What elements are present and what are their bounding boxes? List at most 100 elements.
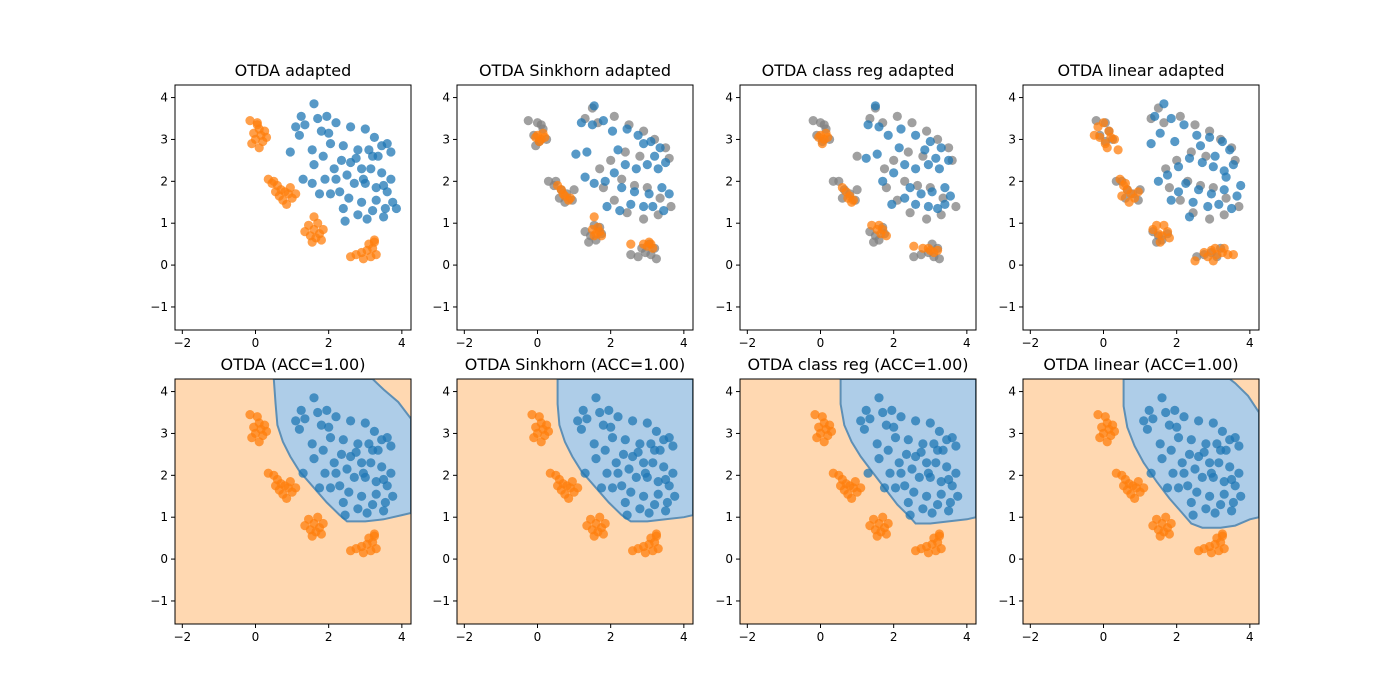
scatter-point-blue bbox=[346, 416, 356, 426]
scatter-point-orange bbox=[1119, 481, 1129, 491]
scatter-point-orange bbox=[586, 514, 596, 524]
scatter-point-orange bbox=[1139, 483, 1149, 493]
scatter-point-blue bbox=[1212, 439, 1222, 449]
scatter-point-blue bbox=[362, 508, 372, 518]
scatter-point-gray bbox=[666, 201, 676, 212]
scatter-point-blue bbox=[1148, 414, 1158, 424]
scatter-point-orange bbox=[1219, 243, 1229, 253]
scatter-point-blue bbox=[1173, 433, 1184, 443]
scatter-point-orange bbox=[318, 224, 328, 235]
scatter-point-gray bbox=[951, 201, 961, 212]
scatter-point-blue bbox=[379, 474, 389, 485]
scatter-point-blue bbox=[344, 193, 354, 203]
scatter-point-gray bbox=[633, 252, 643, 262]
y-tick-label: 4 bbox=[442, 91, 450, 105]
scatter-point-orange bbox=[847, 493, 857, 503]
scatter-point-blue bbox=[1236, 180, 1246, 191]
scatter-point-orange bbox=[1190, 256, 1200, 266]
scatter-point-orange bbox=[247, 139, 257, 149]
scatter-point-blue bbox=[1203, 201, 1213, 212]
y-tick-label: 0 bbox=[725, 258, 733, 272]
scatter-point-orange bbox=[358, 254, 368, 264]
scatter-point-blue bbox=[1146, 468, 1156, 478]
scatter-point-gray bbox=[1221, 193, 1231, 203]
scatter-point-orange bbox=[529, 433, 539, 443]
y-tick-label: 2 bbox=[1008, 174, 1016, 188]
scatter-point-gray bbox=[1234, 201, 1244, 212]
scatter-point-gray bbox=[922, 126, 932, 136]
scatter-point-orange bbox=[810, 410, 820, 420]
scatter-point-blue bbox=[322, 405, 332, 415]
scatter-point-orange bbox=[261, 426, 272, 436]
scatter-point-blue bbox=[896, 412, 906, 422]
scatter-point-gray bbox=[900, 176, 910, 186]
scatter-point-blue bbox=[889, 168, 899, 178]
y-tick-label: 3 bbox=[160, 132, 168, 146]
scatter-point-blue bbox=[1142, 424, 1152, 434]
scatter-point-blue bbox=[653, 164, 663, 174]
scatter-point-blue bbox=[1179, 120, 1189, 130]
x-tick-label: 2 bbox=[1173, 336, 1181, 350]
scatter-point-blue bbox=[353, 210, 363, 220]
scatter-point-blue bbox=[1170, 136, 1180, 147]
scatter-point-blue bbox=[1164, 420, 1174, 430]
scatter-point-blue bbox=[896, 124, 906, 134]
scatter-point-blue bbox=[580, 172, 590, 182]
scatter-point-blue bbox=[922, 458, 932, 468]
scatter-point-orange bbox=[247, 433, 257, 443]
scatter-point-blue bbox=[318, 445, 328, 455]
scatter-point-blue bbox=[1228, 160, 1238, 170]
scatter-point-orange bbox=[856, 483, 866, 493]
scatter-point-blue bbox=[918, 504, 928, 514]
scatter-point-blue bbox=[351, 447, 361, 457]
scatter-point-blue bbox=[1183, 481, 1193, 491]
scatter-point-blue bbox=[896, 468, 906, 478]
scatter-point-blue bbox=[362, 214, 372, 224]
scatter-point-blue bbox=[1161, 407, 1171, 418]
scatter-point-blue bbox=[1210, 508, 1220, 518]
scatter-point-blue bbox=[571, 149, 581, 159]
scatter-point-blue bbox=[650, 151, 660, 161]
scatter-point-blue bbox=[313, 113, 323, 124]
scatter-point-blue bbox=[923, 160, 934, 170]
scatter-point-blue bbox=[931, 153, 941, 163]
scatter-point-orange bbox=[1102, 437, 1112, 447]
scatter-point-blue bbox=[655, 143, 665, 153]
scatter-point-blue bbox=[368, 206, 378, 216]
y-tick-label: 2 bbox=[725, 174, 733, 188]
scatter-point-orange bbox=[640, 548, 651, 558]
scatter-point-orange bbox=[1109, 426, 1120, 436]
scatter-point-orange bbox=[1120, 178, 1130, 188]
scatter-point-blue bbox=[629, 187, 640, 197]
subplot-8: OTDA linear (ACC=1.00) −2 0 2 4 −1 0 1 2 3 4 bbox=[998, 355, 1260, 644]
scatter-point-blue bbox=[1162, 483, 1173, 493]
scatter-point-blue bbox=[1139, 416, 1149, 426]
scatter-point-gray bbox=[617, 174, 627, 184]
scatter-point-orange bbox=[271, 187, 281, 197]
scatter-point-blue bbox=[1162, 170, 1173, 180]
scatter-point-orange bbox=[267, 178, 277, 188]
scatter-point-blue bbox=[1216, 500, 1226, 510]
scatter-point-orange bbox=[923, 548, 934, 558]
scatter-point-orange bbox=[651, 529, 662, 539]
scatter-point-orange bbox=[923, 243, 934, 253]
scatter-point-blue bbox=[386, 147, 396, 157]
scatter-point-blue bbox=[307, 439, 317, 449]
scatter-point-blue bbox=[598, 116, 609, 126]
scatter-point-blue bbox=[648, 201, 658, 212]
y-tick-label: 1 bbox=[442, 216, 450, 230]
y-tick-label: −1 bbox=[150, 300, 168, 314]
scatter-point-blue bbox=[336, 449, 347, 459]
scatter-point-blue bbox=[391, 203, 401, 214]
scatter-point-blue bbox=[911, 164, 921, 174]
y-tick-label: −1 bbox=[432, 594, 450, 608]
x-tick-label: 4 bbox=[1246, 336, 1254, 350]
scatter-point-blue bbox=[648, 458, 658, 468]
scatter-point-blue bbox=[1144, 405, 1154, 415]
x-tick-label: 0 bbox=[252, 630, 260, 644]
scatter-point-blue bbox=[380, 203, 390, 214]
scatter-point-blue bbox=[933, 203, 943, 214]
scatter-point-blue bbox=[366, 458, 376, 468]
scatter-point-blue bbox=[294, 130, 304, 140]
scatter-point-blue bbox=[911, 416, 921, 426]
